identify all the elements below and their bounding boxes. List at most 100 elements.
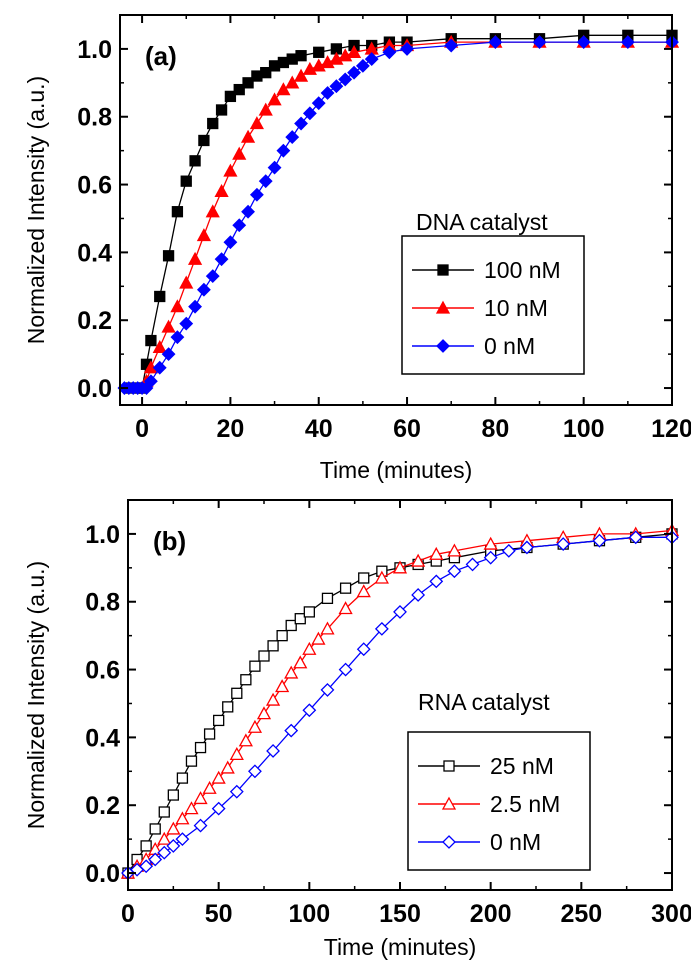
data-point bbox=[249, 116, 264, 130]
legend-title: RNA catalyst bbox=[418, 689, 550, 715]
x-tick-label: 60 bbox=[393, 415, 421, 443]
x-tick-label: 120 bbox=[651, 415, 691, 443]
data-point bbox=[276, 82, 291, 96]
data-point bbox=[411, 553, 426, 567]
data-point bbox=[267, 92, 282, 106]
data-point bbox=[170, 299, 185, 313]
series-3 bbox=[121, 530, 679, 880]
data-point bbox=[179, 316, 194, 331]
x-tick-label: 50 bbox=[205, 900, 233, 928]
data-point bbox=[189, 155, 201, 167]
panel-label: (b) bbox=[153, 526, 186, 556]
data-point bbox=[465, 557, 480, 572]
data-point bbox=[295, 50, 307, 62]
data-point bbox=[355, 58, 370, 73]
data-point bbox=[240, 674, 252, 686]
data-point bbox=[176, 772, 189, 784]
data-point bbox=[196, 282, 211, 297]
y-tick-label: 1.0 bbox=[85, 521, 120, 549]
y-tick-label: 0.6 bbox=[85, 657, 120, 685]
legend-box bbox=[407, 731, 591, 871]
data-point bbox=[171, 206, 184, 218]
data-point bbox=[249, 187, 264, 202]
data-point bbox=[311, 96, 326, 111]
y-tick-label: 0.2 bbox=[85, 792, 120, 820]
data-point bbox=[202, 780, 217, 794]
data-point bbox=[148, 852, 163, 867]
legend-item-2: 10 nM bbox=[412, 295, 548, 321]
data-point bbox=[161, 347, 176, 362]
data-point bbox=[205, 204, 220, 218]
data-point bbox=[213, 714, 225, 727]
data-point bbox=[247, 719, 263, 733]
legend-marker bbox=[435, 300, 451, 314]
legend-label: 0 nM bbox=[490, 829, 541, 855]
data-point bbox=[265, 692, 281, 706]
data-point bbox=[180, 175, 192, 187]
axes-frame bbox=[119, 14, 673, 406]
data-point bbox=[157, 845, 172, 860]
data-point bbox=[358, 572, 370, 584]
data-point bbox=[232, 146, 247, 160]
data-point bbox=[215, 104, 228, 116]
data-point bbox=[143, 374, 158, 389]
data-point bbox=[248, 764, 262, 779]
data-point bbox=[162, 250, 175, 262]
data-point bbox=[276, 630, 288, 642]
data-point bbox=[185, 755, 198, 767]
data-point bbox=[276, 143, 291, 158]
legend-item-1: 100 nM bbox=[412, 257, 561, 283]
data-point bbox=[266, 744, 280, 758]
data-point bbox=[203, 728, 216, 740]
data-point bbox=[429, 574, 444, 589]
data-point bbox=[267, 640, 279, 652]
series-3 bbox=[117, 35, 679, 395]
x-tick-label: 0 bbox=[121, 900, 135, 928]
x-tick-label: 200 bbox=[470, 900, 512, 928]
chart-panel-1: 0 20 40 60 80 100 120 0.0 0.2 0.4 0.6 0.8 1.0 Time (m… bbox=[23, 14, 691, 483]
y-tick-label: 1.0 bbox=[77, 36, 112, 64]
data-point bbox=[311, 631, 326, 645]
data-point bbox=[258, 102, 273, 116]
x-tick-label: 300 bbox=[651, 900, 691, 928]
data-point bbox=[229, 746, 244, 760]
data-point bbox=[149, 823, 161, 835]
data-point bbox=[154, 290, 166, 303]
data-point bbox=[267, 160, 282, 175]
data-point bbox=[374, 570, 389, 584]
data-point bbox=[321, 592, 334, 604]
x-tick-label: 0 bbox=[135, 415, 149, 443]
data-point bbox=[284, 665, 299, 679]
data-point bbox=[240, 129, 256, 143]
data-point bbox=[198, 134, 210, 147]
data-point bbox=[161, 319, 176, 333]
data-point bbox=[444, 38, 459, 53]
y-tick-label: 0.6 bbox=[77, 172, 112, 200]
data-point bbox=[166, 838, 181, 853]
y-tick-label: 0.4 bbox=[85, 724, 120, 752]
data-point bbox=[220, 760, 235, 774]
data-point bbox=[152, 360, 167, 375]
data-point bbox=[628, 530, 643, 545]
data-point bbox=[145, 334, 157, 347]
data-point bbox=[260, 67, 272, 79]
legend-label: 2.5 nM bbox=[490, 791, 560, 817]
data-point bbox=[382, 45, 397, 60]
data-point bbox=[447, 564, 462, 579]
data-point bbox=[258, 174, 273, 189]
legend-marker bbox=[441, 796, 457, 810]
data-point bbox=[302, 106, 317, 121]
data-point bbox=[520, 540, 534, 555]
legend-label: 0 nM bbox=[484, 333, 535, 359]
legend-title: DNA catalyst bbox=[416, 209, 548, 235]
data-point bbox=[285, 75, 300, 89]
data-point bbox=[256, 706, 272, 720]
legend-item-3: 0 nM bbox=[412, 333, 535, 359]
data-point bbox=[620, 35, 635, 50]
data-point bbox=[231, 687, 243, 699]
data-point bbox=[193, 818, 208, 833]
data-point bbox=[232, 218, 247, 233]
data-point bbox=[139, 859, 154, 874]
data-point bbox=[556, 537, 571, 552]
